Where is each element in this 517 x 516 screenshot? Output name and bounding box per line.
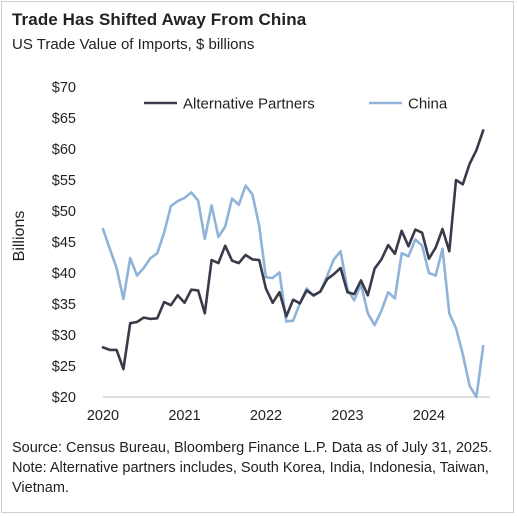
y-axis-label: Billions	[11, 211, 28, 262]
y-tick-label: $55	[52, 173, 76, 189]
y-tick-label: $45	[52, 235, 76, 251]
y-tick-label: $70	[52, 80, 76, 96]
y-tick-label: $50	[52, 204, 76, 220]
x-tick-label: 2022	[250, 408, 282, 424]
source-note: Source: Census Bureau, Bloomberg Finance…	[12, 440, 493, 496]
y-tick-label: $30	[52, 328, 76, 344]
x-tick-label: 2024	[413, 408, 445, 424]
y-tick-label: $40	[52, 266, 76, 282]
y-tick-label: $60	[52, 142, 76, 158]
x-tick-label: 2020	[87, 408, 119, 424]
series-line-alternative-partners	[101, 129, 485, 371]
y-tick-label: $65	[52, 111, 76, 127]
legend-label: Alternative Partners	[183, 96, 315, 113]
legend-label: China	[408, 96, 448, 113]
chart-subtitle: US Trade Value of Imports, $ billions	[12, 36, 255, 53]
x-tick-label: 2021	[168, 408, 200, 424]
series-line-china	[101, 184, 485, 399]
chart-title: Trade Has Shifted Away From China	[12, 10, 307, 29]
y-tick-label: $25	[52, 359, 76, 375]
y-tick-label: $35	[52, 297, 76, 313]
x-tick-label: 2023	[331, 408, 363, 424]
y-tick-label: $20	[52, 390, 76, 406]
